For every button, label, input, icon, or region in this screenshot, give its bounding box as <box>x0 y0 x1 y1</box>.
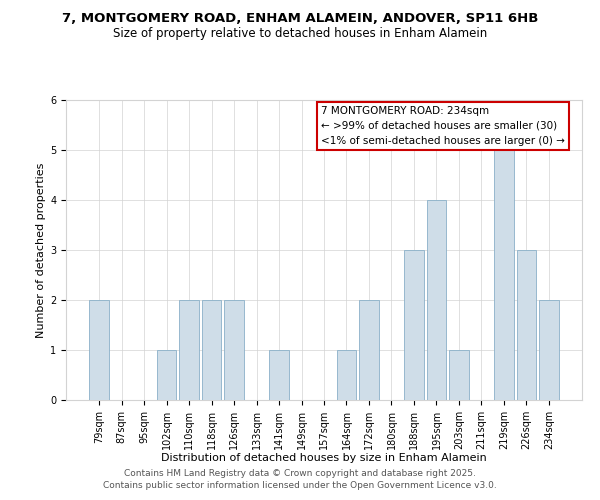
Bar <box>202 300 221 400</box>
Bar <box>494 150 514 400</box>
Bar <box>157 350 176 400</box>
Text: Contains public sector information licensed under the Open Government Licence v3: Contains public sector information licen… <box>103 481 497 490</box>
Text: Contains HM Land Registry data © Crown copyright and database right 2025.: Contains HM Land Registry data © Crown c… <box>124 468 476 477</box>
Bar <box>224 300 244 400</box>
Bar <box>337 350 356 400</box>
Bar <box>449 350 469 400</box>
Bar <box>404 250 424 400</box>
X-axis label: Distribution of detached houses by size in Enham Alamein: Distribution of detached houses by size … <box>161 454 487 464</box>
Text: 7, MONTGOMERY ROAD, ENHAM ALAMEIN, ANDOVER, SP11 6HB: 7, MONTGOMERY ROAD, ENHAM ALAMEIN, ANDOV… <box>62 12 538 26</box>
Bar <box>517 250 536 400</box>
Bar <box>539 300 559 400</box>
Text: 7 MONTGOMERY ROAD: 234sqm
← >99% of detached houses are smaller (30)
<1% of semi: 7 MONTGOMERY ROAD: 234sqm ← >99% of deta… <box>322 106 565 146</box>
Bar <box>359 300 379 400</box>
Y-axis label: Number of detached properties: Number of detached properties <box>36 162 46 338</box>
Bar <box>269 350 289 400</box>
Bar <box>179 300 199 400</box>
Bar <box>89 300 109 400</box>
Text: Size of property relative to detached houses in Enham Alamein: Size of property relative to detached ho… <box>113 28 487 40</box>
Bar <box>427 200 446 400</box>
